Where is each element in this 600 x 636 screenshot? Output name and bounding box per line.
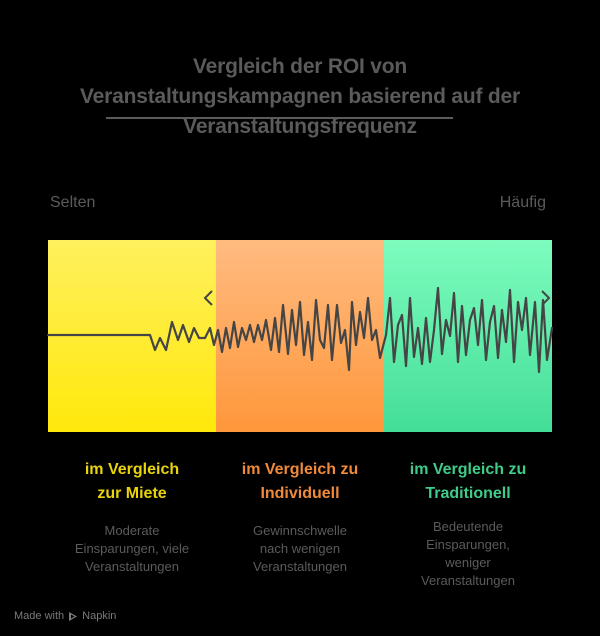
caption-description-line: Gewinnschwelle [253,523,347,538]
title-line-2: Veranstaltungskampagnen basierend auf de… [80,85,520,108]
caption-heading-line: im Vergleich zu [241,461,359,478]
footer-brand: Napkin [82,610,117,622]
caption-heading: im Vergleich zu Individuell [216,458,384,506]
caption-description: Gewinnschwelle nach wenigen Veranstaltun… [216,522,384,576]
caption-description-line: Einsparungen, [426,537,510,552]
caption-heading-line: Individuell [260,485,340,502]
caption-heading-line: im Vergleich zu [409,461,527,478]
caption-heading: im Vergleich zu Traditionell [384,458,552,506]
title-line-3: Veranstaltungsfrequenz [183,115,417,138]
caption-heading-line: Traditionell [425,485,511,502]
napkin-logo-icon [69,611,78,621]
caption-description: Moderate Einsparungen, viele Veranstaltu… [48,522,216,576]
caption-description-line: Veranstaltungen [85,559,179,574]
caption-description-line: nach wenigen [259,541,341,556]
caption-description: Bedeutende Einsparungen, weniger Veranst… [384,518,552,590]
panel-traditional [384,240,552,432]
panel-custom [216,240,384,432]
page-title: Vergleich der ROI von Veranstaltungskamp… [0,52,600,142]
panel-rent [48,240,216,432]
caption-description-line: Bedeutende [432,519,504,534]
panel-caption-custom: im Vergleich zu Individuell Gewinnschwel… [216,458,384,576]
caption-description-line: weniger [445,555,491,570]
caption-description-line: Einsparungen, viele [74,541,190,556]
axis-label-rare: Selten [50,194,96,211]
panel-caption-traditional: im Vergleich zu Traditionell Bedeutende … [384,458,552,590]
footer-made-with: Made with [14,610,65,622]
title-line-1: Vergleich der ROI von [192,55,408,78]
caption-heading: im Vergleich zur Miete [48,458,216,506]
caption-description-line: Moderate [104,523,160,538]
caption-description-line: Veranstaltungen [253,559,347,574]
frequency-panels [48,240,552,432]
axis-label-frequent: Häufig [499,194,546,211]
footer-attribution: Made with Napkin [14,610,116,622]
title-divider [106,117,453,119]
caption-heading-line: zur Miete [97,485,167,502]
caption-heading-line: im Vergleich [84,461,180,478]
caption-description-line: Veranstaltungen [421,573,515,588]
panel-caption-rent: im Vergleich zur Miete Moderate Einsparu… [48,458,216,576]
